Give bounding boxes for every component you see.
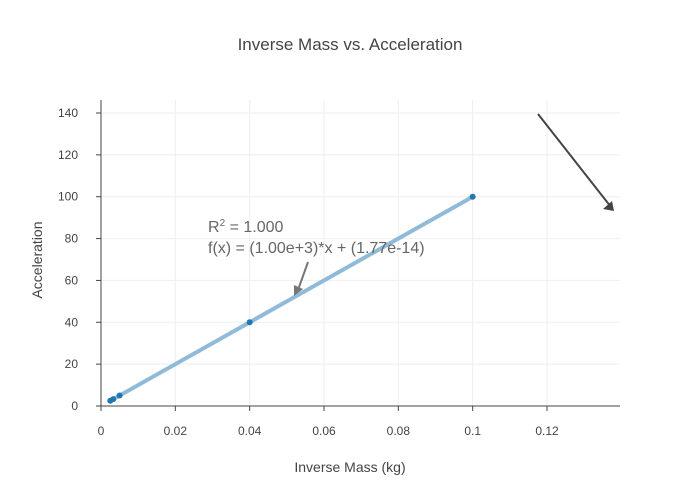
axes	[96, 100, 620, 411]
x-tick-label: 0.06	[312, 424, 336, 438]
x-tick-label: 0.02	[164, 424, 188, 438]
r-squared-label: R2 = 1.000	[208, 218, 284, 236]
y-tick-label: 80	[65, 232, 79, 246]
fit-annotation: R2 = 1.000 f(x) = (1.00e+3)*x + (1.77e-1…	[208, 218, 425, 296]
grid	[101, 100, 620, 406]
stray-arrow	[537, 113, 614, 211]
data-point	[110, 396, 117, 403]
data-point	[469, 193, 476, 200]
chart-title: Inverse Mass vs. Acceleration	[238, 35, 463, 54]
tick-labels: 0 0.02 0.04 0.06 0.08 0.1 0.12 0 20 40 60 80 100 120 1…	[58, 106, 559, 438]
y-tick-label: 120	[58, 148, 78, 162]
y-axis-title: Acceleration	[29, 221, 45, 298]
x-tick-label: 0	[98, 424, 105, 438]
plot-area	[107, 193, 476, 404]
y-tick-label: 100	[58, 190, 78, 204]
y-tick-label: 0	[71, 399, 78, 413]
x-tick-label: 0.08	[387, 424, 411, 438]
data-point	[116, 392, 123, 399]
stray-arrowhead	[603, 201, 614, 211]
y-tick-label: 40	[65, 315, 79, 329]
data-point	[246, 319, 253, 326]
y-tick-label: 20	[65, 357, 79, 371]
x-tick-label: 0.1	[464, 424, 481, 438]
stray-arrow-line	[537, 113, 612, 208]
fit-equation-label: f(x) = (1.00e+3)*x + (1.77e-14)	[208, 240, 425, 257]
x-tick-label: 0.04	[238, 424, 262, 438]
x-tick-label: 0.12	[535, 424, 559, 438]
annotation-arrowhead	[294, 285, 303, 296]
y-tick-label: 60	[65, 273, 79, 287]
x-axis-title: Inverse Mass (kg)	[294, 459, 405, 475]
annotation-arrow	[297, 261, 309, 291]
y-tick-label: 140	[58, 106, 78, 120]
fit-line	[108, 194, 475, 403]
